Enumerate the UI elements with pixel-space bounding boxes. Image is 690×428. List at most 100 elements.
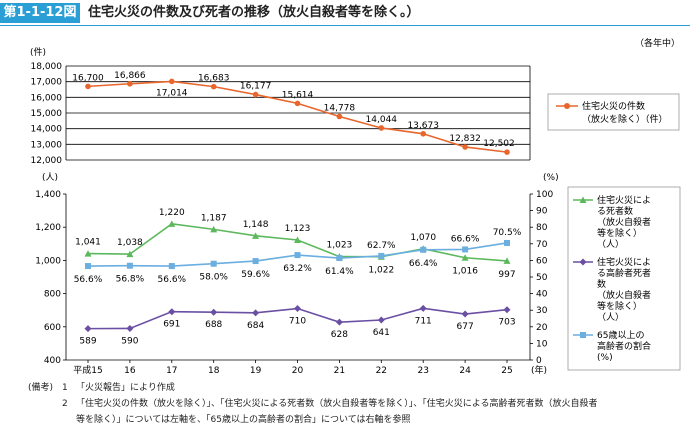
year-x-tick-label: 平成15 — [73, 364, 102, 376]
ratio-point — [85, 263, 91, 270]
deaths-point — [461, 254, 469, 261]
deaths-y-tick-label: 1,400 — [35, 190, 61, 200]
deaths-legend-label: 等を除く） — [597, 227, 642, 239]
year-x-tick-label: 20 — [292, 366, 304, 376]
ratio-point — [420, 246, 427, 253]
deaths-y-unit-left: (人) — [42, 172, 58, 183]
deaths-data-label: 1,187 — [201, 213, 227, 223]
deaths-y-ticks-left: 1,400 1,200 1,000 800 600 400 — [35, 190, 66, 366]
elderly-deaths-legend-label: 等を除く） — [597, 300, 642, 312]
elderly-deaths-data-label: 684 — [247, 321, 264, 331]
fires-data-label: 17,014 — [156, 88, 188, 98]
ratio-y-tick-label: 30 — [536, 306, 548, 316]
ratio-data-label: 63.2% — [283, 264, 312, 274]
elderly-deaths-data-label: 641 — [373, 328, 390, 338]
ratio-y-tick-label: 20 — [536, 323, 548, 333]
fires-point — [462, 144, 468, 150]
ratio-data-label: 56.8% — [116, 275, 145, 285]
deaths-data-label: 1,070 — [410, 233, 436, 243]
deaths-legend-marker — [579, 196, 587, 203]
deaths-data-label: 1,041 — [75, 238, 101, 248]
ratio-legend-label: (%) — [597, 353, 613, 363]
elderly-deaths-point — [294, 305, 301, 313]
fires-data-label: 15,614 — [282, 90, 314, 100]
fires-data-label: 16,177 — [240, 82, 272, 92]
deaths-point — [126, 250, 134, 258]
year-x-tick-label: 21 — [334, 366, 345, 376]
elderly-deaths-data-label: 710 — [289, 317, 306, 327]
deaths-data-label: 1,022 — [368, 266, 394, 276]
year-x-unit: (年) — [531, 364, 547, 376]
deaths-y-tick-label: 1,200 — [35, 223, 61, 233]
fires-point — [85, 83, 91, 90]
ratio-legend-marker — [580, 332, 586, 338]
fires-point — [127, 80, 133, 87]
elderly-deaths-point — [461, 310, 469, 318]
fires-series — [85, 78, 510, 155]
note-row-2-continued: 等を除く）」については左軸を、「65歳以上の高齢者の割合」については右軸を参照 — [28, 412, 678, 428]
fires-point — [252, 91, 259, 98]
notes-section: (備考) 1 「火災報告」により作成 2 「住宅火災の件数（放火を除く）」、「住… — [28, 380, 678, 428]
year-x-tick-label: 22 — [376, 366, 387, 376]
deaths-data-labels: 1,041 1,038 1,220 1,187 1,148 1,123 1,023 1,022… — [74, 208, 522, 347]
deaths-legend-label: （人） — [597, 239, 624, 250]
ratio-data-label: 56.6% — [74, 275, 103, 285]
deaths-data-label: 1,123 — [285, 224, 311, 234]
ratio-point — [126, 262, 133, 269]
deaths-y-tick-label: 600 — [44, 323, 61, 333]
ratio-data-label: 56.6% — [158, 275, 187, 285]
note-text-2-continued: 等を除く）」については左軸を、「65歳以上の高齢者の割合」については右軸を参照 — [76, 415, 411, 425]
ratio-data-label: 61.4% — [325, 267, 354, 277]
ratio-data-label: 58.0% — [199, 273, 228, 283]
elderly-deaths-point — [252, 309, 260, 317]
fires-y-tick-label: 14,000 — [31, 125, 63, 135]
figure-title: 住宅火災の件数及び死者の推移（放火自殺者等を除く。） — [88, 5, 420, 20]
deaths-series — [84, 220, 511, 333]
figure-number: 第1-1-12図 — [0, 3, 80, 23]
deaths-data-label: 1,016 — [452, 267, 478, 277]
title-divider — [0, 25, 690, 26]
ratio-point — [252, 258, 259, 265]
fires-point — [336, 113, 343, 120]
note-number-1: 1 — [62, 383, 68, 393]
fires-y-ticks: 18,000 17,000 16,000 15,000 14,000 13,000 12,0… — [31, 62, 63, 166]
elderly-deaths-legend-marker — [579, 258, 587, 266]
elderly-deaths-legend-label: （人） — [597, 312, 624, 323]
fires-y-tick-label: 15,000 — [31, 109, 63, 119]
fires-legend-label-2: （放火を除く）（件） — [582, 113, 668, 125]
deaths-legend: 住宅火災による死者数（放火自殺者等を除く）（人）住宅火災による高齢者死者数（放火… — [567, 186, 681, 371]
fires-data-label: 16,683 — [198, 74, 230, 84]
elderly-deaths-point — [84, 325, 92, 333]
ratio-y-tick-label: 70 — [536, 240, 548, 250]
deaths-point — [84, 250, 92, 257]
period-note: （各年中） — [635, 37, 680, 49]
fires-gridlines — [65, 65, 531, 161]
fires-y-tick-label: 17,000 — [31, 78, 63, 88]
ratio-y-tick-label: 100 — [536, 190, 553, 200]
elderly-deaths-point — [377, 316, 385, 324]
fires-data-label: 12,502 — [483, 139, 515, 149]
ratio-y-tick-label: 90 — [536, 207, 548, 217]
elderly-deaths-data-label: 688 — [205, 320, 222, 330]
deaths-data-label: 1,023 — [327, 241, 353, 251]
elderly-deaths-legend-label: （放火自殺者 — [597, 289, 651, 301]
ratio-y-tick-label: 40 — [536, 290, 548, 300]
note-row-1: (備考) 1 「火災報告」により作成 — [28, 380, 678, 396]
ratio-point — [336, 255, 343, 262]
ratio-point — [378, 252, 385, 259]
fires-chart: (件) 18,000 17,000 16,000 15,000 14,000 13,000… — [30, 46, 531, 166]
ratio-point — [504, 239, 510, 246]
elderly-deaths-point — [168, 308, 176, 316]
elderly-deaths-legend-label: る高齢者死者 — [597, 267, 651, 279]
elderly-deaths-data-label: 628 — [331, 330, 348, 340]
deaths-legend-label: 住宅火災によ — [597, 194, 651, 206]
ratio-point — [168, 263, 175, 270]
note-text-2: 「住宅火災の件数（放火を除く）」、「住宅火災による死者数（放火自殺者等を除く）」… — [76, 399, 598, 409]
notes-label: (備考) — [28, 383, 54, 393]
deaths-point — [252, 232, 260, 239]
year-x-tick-label: 18 — [208, 366, 220, 376]
elderly-deaths-point — [335, 318, 343, 326]
deaths-point — [210, 225, 218, 233]
ratio-y-unit-right: (%) — [543, 173, 559, 183]
